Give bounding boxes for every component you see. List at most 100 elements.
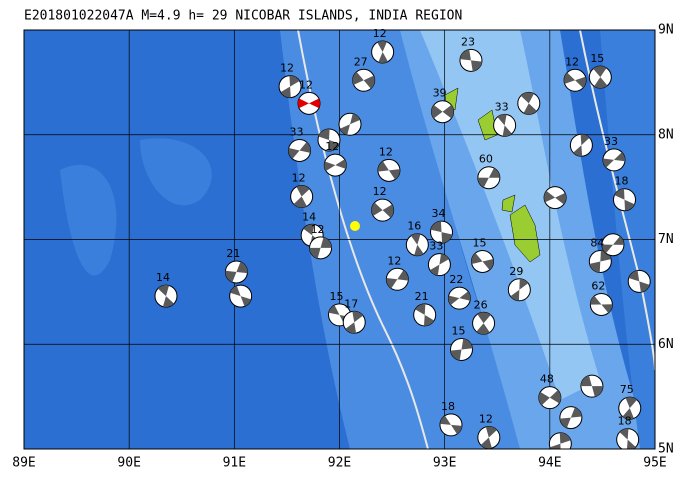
- ball-quadrant: [477, 312, 491, 324]
- depth-label: 12: [292, 172, 306, 185]
- focal-mechanism: [507, 278, 531, 302]
- focal-mechanism: [323, 153, 347, 177]
- focal-mechanism: [559, 406, 583, 430]
- ball-quadrant: [460, 49, 471, 61]
- focal-mechanism: [613, 188, 637, 212]
- focal-mechanism: [377, 158, 401, 182]
- focal-mechanism: [405, 233, 429, 257]
- depth-label: 15: [330, 290, 344, 303]
- lat-label: 7N: [658, 232, 674, 247]
- depth-label: 18: [441, 400, 455, 413]
- focal-mechanism: [601, 233, 625, 257]
- depth-label: 75: [620, 383, 634, 396]
- focal-mechanism: [459, 48, 483, 72]
- ball-quadrant: [600, 250, 612, 262]
- depth-label: 12: [379, 145, 393, 158]
- depth-label: 84: [590, 236, 604, 249]
- focal-mechanism: [548, 432, 572, 449]
- focal-mechanism: [229, 284, 253, 308]
- focal-mechanism: [430, 220, 454, 244]
- ball-quadrant: [622, 408, 634, 420]
- depth-label: 21: [415, 290, 429, 303]
- lat-label: 6N: [658, 337, 674, 352]
- ball-quadrant: [439, 253, 449, 265]
- focal-mechanism: [580, 374, 604, 398]
- ball-quadrant: [544, 190, 556, 203]
- ball-quadrant: [555, 192, 567, 205]
- depth-label: 12: [479, 412, 493, 425]
- focal-mechanism: [538, 386, 562, 410]
- lon-label: 91E: [223, 456, 246, 471]
- ball-quadrant: [162, 296, 175, 308]
- ball-quadrant: [450, 424, 462, 435]
- focal-mechanism: [477, 425, 501, 449]
- ball-quadrant: [296, 185, 310, 197]
- focal-mechanism: [563, 68, 587, 92]
- ball-quadrant: [429, 264, 440, 276]
- depth-label: 48: [540, 373, 554, 386]
- ball-quadrant: [320, 237, 332, 248]
- ball-quadrant: [580, 134, 590, 146]
- ball-quadrant: [624, 199, 635, 211]
- ball-quadrant: [461, 338, 473, 350]
- ball-quadrant: [590, 295, 602, 305]
- depth-label: 33: [604, 135, 618, 148]
- epicenter-marker: [350, 221, 360, 231]
- focal-mechanism: [290, 185, 314, 209]
- depth-label: 33: [495, 100, 509, 113]
- ball-quadrant: [299, 142, 311, 153]
- focal-mechanism: [618, 396, 642, 420]
- focal-mechanism: [471, 249, 495, 273]
- ball-quadrant: [549, 443, 561, 449]
- focal-mechanism: [385, 267, 409, 291]
- focal-mechanism: [338, 112, 362, 136]
- ball-quadrant: [157, 285, 170, 297]
- ball-quadrant: [520, 92, 534, 104]
- ball-quadrant: [625, 397, 637, 409]
- focal-mechanism: [278, 75, 302, 99]
- ball-quadrant: [386, 278, 398, 289]
- lon-label: 95E: [643, 456, 666, 471]
- ball-quadrant: [477, 177, 489, 188]
- ball-quadrant: [328, 139, 340, 151]
- focal-mechanism: [616, 428, 640, 449]
- depth-label: 21: [226, 247, 240, 260]
- ball-quadrant: [619, 428, 629, 440]
- focal-mechanism: [297, 91, 321, 115]
- depth-label: 12: [373, 185, 387, 198]
- ball-quadrant: [510, 289, 520, 301]
- ball-quadrant: [378, 51, 388, 63]
- ball-quadrant: [377, 161, 389, 172]
- ball-quadrant: [303, 224, 315, 236]
- ball-quadrant: [352, 71, 364, 85]
- focal-mechanism: [427, 253, 451, 277]
- depth-label: 29: [509, 265, 523, 278]
- ball-quadrant: [480, 437, 492, 449]
- depth-label: 15: [473, 236, 487, 249]
- ball-quadrant: [397, 270, 409, 281]
- focal-mechanism: [439, 413, 463, 437]
- lon-label: 93E: [433, 456, 456, 471]
- ball-quadrant: [363, 75, 375, 89]
- ball-quadrant: [612, 236, 624, 245]
- focal-mechanism: [431, 100, 455, 124]
- ball-quadrant: [593, 66, 607, 78]
- ball-quadrant: [448, 295, 460, 305]
- ball-quadrant: [423, 314, 435, 326]
- ball-quadrant: [639, 281, 650, 293]
- ball-quadrant: [589, 261, 601, 273]
- focal-mechanism: [588, 65, 612, 89]
- focal-mechanism: [413, 303, 437, 327]
- depth-label: 16: [407, 220, 421, 233]
- ball-quadrant: [482, 259, 494, 270]
- ball-quadrant: [459, 291, 471, 301]
- ball-quadrant: [411, 233, 421, 245]
- ball-quadrant: [377, 40, 387, 52]
- focal-mechanism: [449, 337, 473, 361]
- ball-quadrant: [441, 232, 453, 244]
- focal-mechanism: [352, 68, 376, 92]
- focal-mechanism: [154, 284, 178, 308]
- focal-mechanism: [371, 198, 395, 222]
- focal-mechanism: [288, 138, 312, 162]
